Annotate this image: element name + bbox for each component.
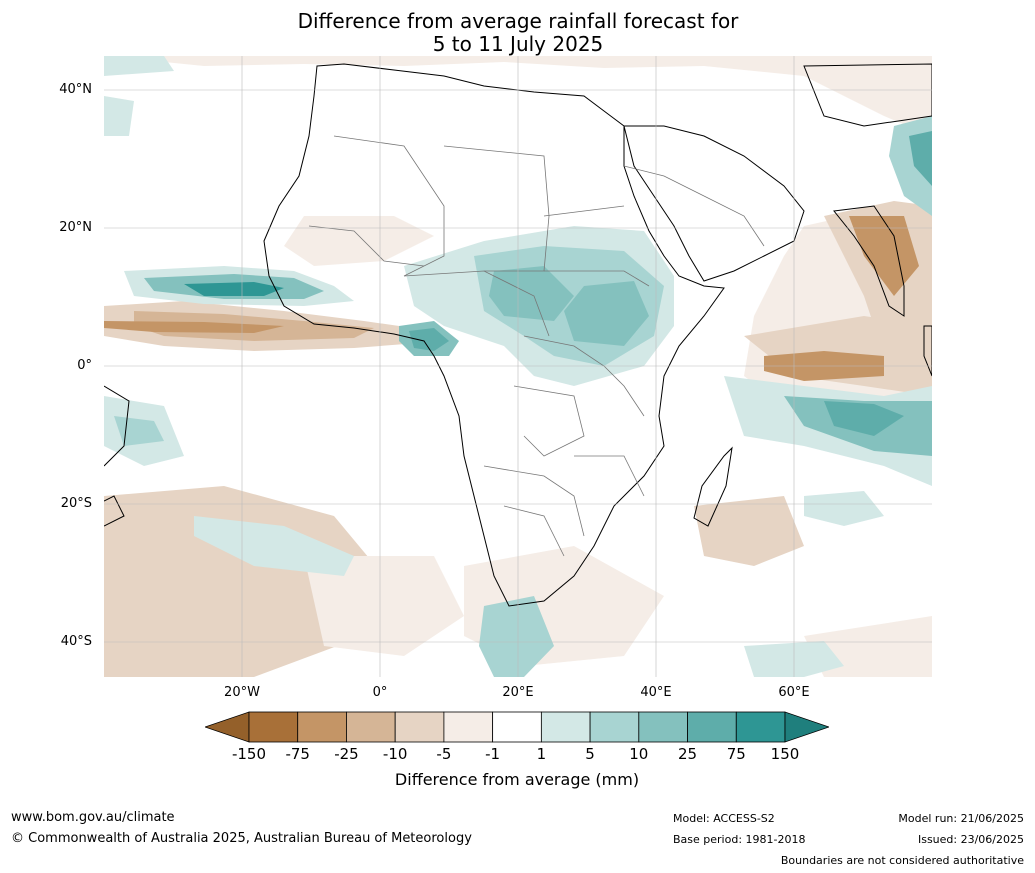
- title-line-2: 5 to 11 July 2025: [432, 32, 604, 56]
- colorbar-tick-label: -150: [231, 745, 267, 763]
- rainfall-anomaly-map: [104, 56, 932, 677]
- footer-url[interactable]: www.bom.gov.au/climate: [11, 810, 175, 825]
- colorbar-tick-label: 1: [536, 745, 547, 763]
- colorbar-cell: [540, 711, 591, 743]
- footer-copyright: © Commonwealth of Australia 2025, Austra…: [11, 831, 472, 846]
- colorbar-cell: [248, 711, 299, 743]
- colorbar-label: Difference from average (mm): [394, 770, 640, 789]
- lat-label-40n: 40°N: [59, 82, 92, 97]
- colorbar-cell: [394, 711, 445, 743]
- lon-label-20w: 20°W: [224, 685, 260, 700]
- map-title: Difference from average rainfall forecas…: [104, 10, 932, 56]
- lon-label-60e: 60°E: [778, 685, 810, 700]
- colorbar-cell: [687, 711, 737, 743]
- footer-disclaimer: Boundaries are not considered authoritat…: [780, 854, 1024, 867]
- lon-label-40e: 40°E: [640, 685, 672, 700]
- colorbar-cell: [638, 711, 688, 743]
- lat-label-20s: 20°S: [60, 496, 92, 511]
- colorbar-tick-label: -10: [382, 745, 408, 763]
- colorbar-under-arrow: [205, 711, 250, 743]
- colorbar: [205, 711, 829, 743]
- colorbar-cell: [346, 711, 396, 743]
- coastlines: [104, 63, 932, 607]
- lat-label-equator: 0°: [77, 358, 92, 373]
- lat-label-40s: 40°S: [60, 634, 92, 649]
- lon-label-0: 0°: [372, 685, 388, 700]
- colorbar-tick-label: -75: [285, 745, 310, 763]
- footer-base-period: Base period: 1981-2018: [673, 833, 806, 846]
- colorbar-tick-label: -25: [334, 745, 359, 763]
- footer-model-run: Model run: 21/06/2025: [898, 812, 1024, 825]
- lon-label-20e: 20°E: [502, 685, 534, 700]
- lat-label-20n: 20°N: [59, 220, 92, 235]
- colorbar-tick-label: -5: [436, 745, 452, 763]
- colorbar-tick-label: 10: [629, 745, 649, 763]
- colorbar-tick-label: 25: [677, 745, 698, 763]
- title-line-1: Difference from average rainfall forecas…: [297, 9, 739, 33]
- colorbar-tick-label: 5: [585, 745, 595, 763]
- colorbar-cell: [443, 711, 494, 743]
- colorbar-cell: [735, 711, 786, 743]
- wet-anomaly-areas: [104, 56, 932, 677]
- graticule: [104, 56, 932, 677]
- footer-model: Model: ACCESS-S2: [673, 812, 775, 825]
- colorbar-tick-label: -1: [485, 745, 501, 763]
- colorbar-tick-label: 75: [726, 745, 746, 763]
- colorbar-over-arrow: [784, 711, 829, 743]
- colorbar-cell: [492, 711, 542, 743]
- colorbar-cell: [297, 711, 347, 743]
- colorbar-tick-label: 150: [770, 745, 800, 763]
- footer-issued: Issued: 23/06/2025: [917, 833, 1024, 846]
- colorbar-cell: [589, 711, 640, 743]
